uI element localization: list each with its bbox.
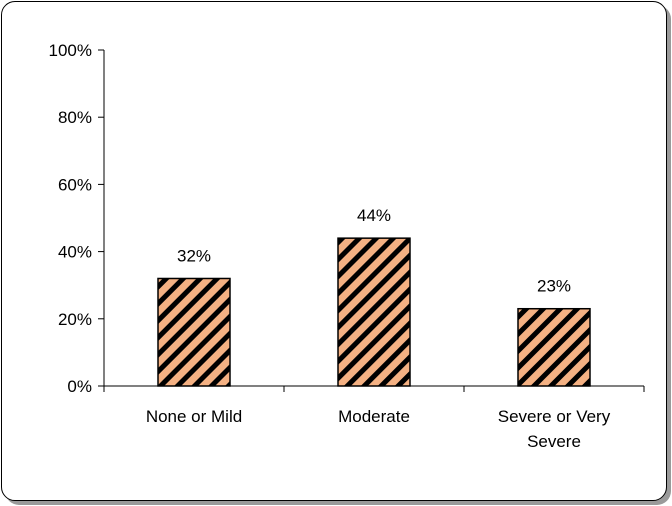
x-category-label: Moderate [338, 407, 410, 426]
y-tick-label: 80% [58, 108, 92, 127]
bar [517, 307, 591, 387]
y-tick-label: 100% [49, 41, 92, 60]
bar [157, 277, 231, 387]
chart-frame [1, 1, 667, 501]
x-category-label: Severe or Very [498, 407, 611, 426]
y-tick-label: 60% [58, 175, 92, 194]
data-label: 44% [357, 206, 391, 225]
bar [337, 237, 411, 387]
data-label: 32% [177, 246, 211, 265]
y-tick-label: 40% [58, 243, 92, 262]
x-category-label: Severe [527, 432, 581, 451]
x-category-label: None or Mild [146, 407, 242, 426]
y-tick-label: 20% [58, 310, 92, 329]
data-label: 23% [537, 277, 571, 296]
y-tick-label: 0% [67, 377, 92, 396]
